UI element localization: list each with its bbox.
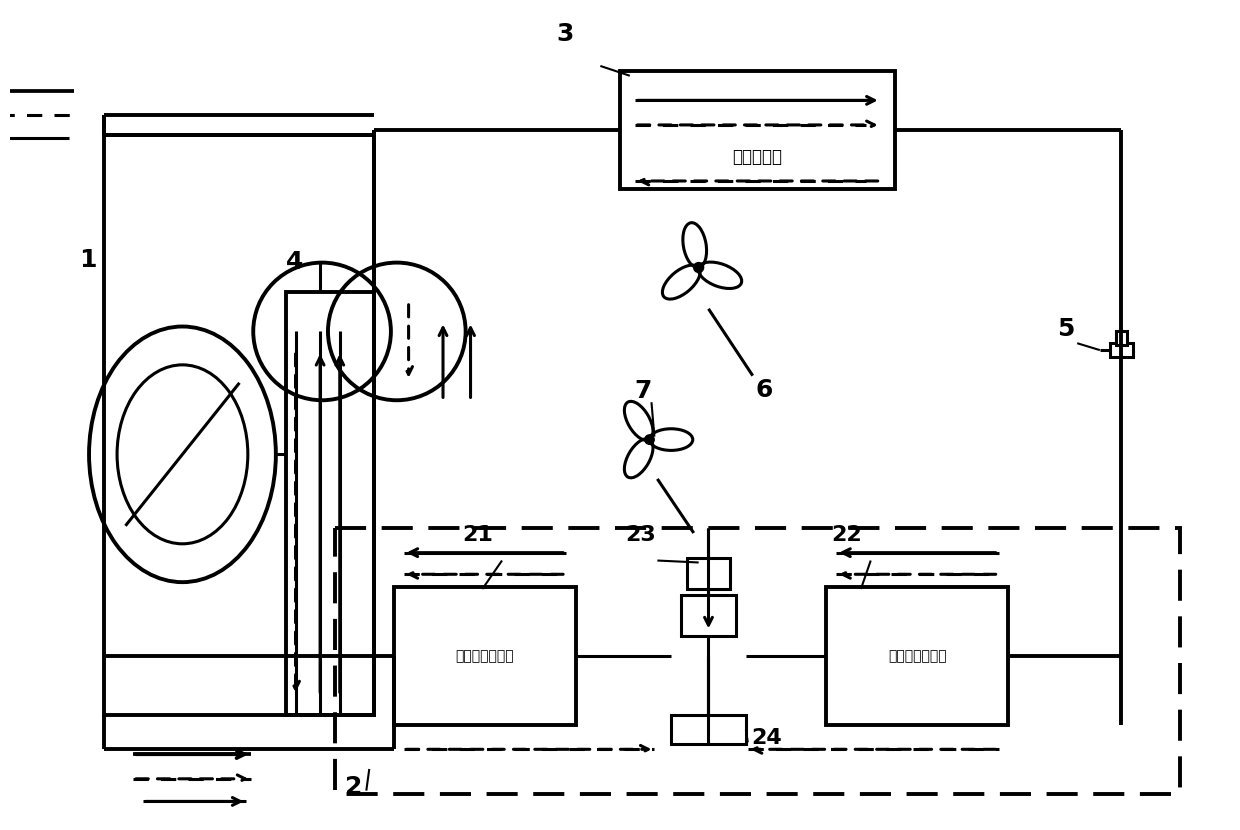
Text: 室外换热器: 室外换热器 <box>733 149 782 166</box>
Text: 1: 1 <box>79 248 97 272</box>
Text: 5: 5 <box>1058 317 1075 341</box>
Text: 24: 24 <box>750 729 781 749</box>
Circle shape <box>693 262 703 272</box>
Bar <box>285 292 374 715</box>
Bar <box>681 595 737 637</box>
Bar <box>1110 344 1133 357</box>
Text: 第二室内换热器: 第二室内换热器 <box>888 649 947 663</box>
Circle shape <box>645 435 655 444</box>
Text: 6: 6 <box>755 378 773 402</box>
Text: 3: 3 <box>556 22 573 46</box>
Text: 2: 2 <box>345 774 362 798</box>
Text: 21: 21 <box>463 525 494 544</box>
Text: 22: 22 <box>831 525 862 544</box>
Text: 23: 23 <box>625 525 656 544</box>
Bar <box>104 134 374 715</box>
Text: 4: 4 <box>285 250 303 274</box>
Bar <box>687 558 730 589</box>
Bar <box>394 587 575 725</box>
Bar <box>335 528 1180 793</box>
Bar <box>671 715 745 745</box>
Text: 第一室内换热器: 第一室内换热器 <box>455 649 515 663</box>
Bar <box>620 71 895 189</box>
Bar <box>1116 331 1127 345</box>
Bar <box>827 587 1008 725</box>
Text: 7: 7 <box>635 379 652 403</box>
